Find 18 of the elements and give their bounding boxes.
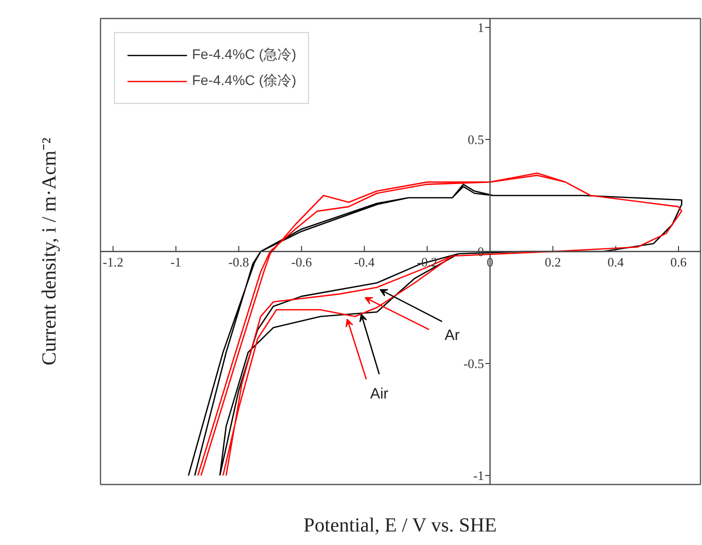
x-tick-label: -1.2 <box>102 254 124 270</box>
annotation: Ar <box>444 327 460 344</box>
y-tick-label: 1 <box>478 20 484 35</box>
x-tick-label: -0.4 <box>354 254 376 270</box>
legend-label: Fe-4.4%C (急冷) <box>192 46 296 64</box>
x-tick-label: -0.8 <box>228 254 250 270</box>
x-tick-label: -0.6 <box>291 254 312 270</box>
x-axis-title: Potential, E / V vs. SHE <box>304 514 497 536</box>
x-tick-label: 0.2 <box>544 254 561 270</box>
y-tick-label: -1 <box>473 468 484 484</box>
y-tick-label: 0.5 <box>468 132 484 147</box>
x-tick-label: -1 <box>170 254 182 270</box>
x-tick-label: 0.4 <box>608 254 624 270</box>
y-axis-title: Current density, i / m·Acm⁻² <box>38 138 60 366</box>
y-tick-label: -0.5 <box>463 356 484 372</box>
annotation: Air <box>370 386 388 403</box>
x-tick-label: 0.6 <box>670 254 688 270</box>
legend-label: Fe-4.4%C (徐冷) <box>192 72 296 90</box>
